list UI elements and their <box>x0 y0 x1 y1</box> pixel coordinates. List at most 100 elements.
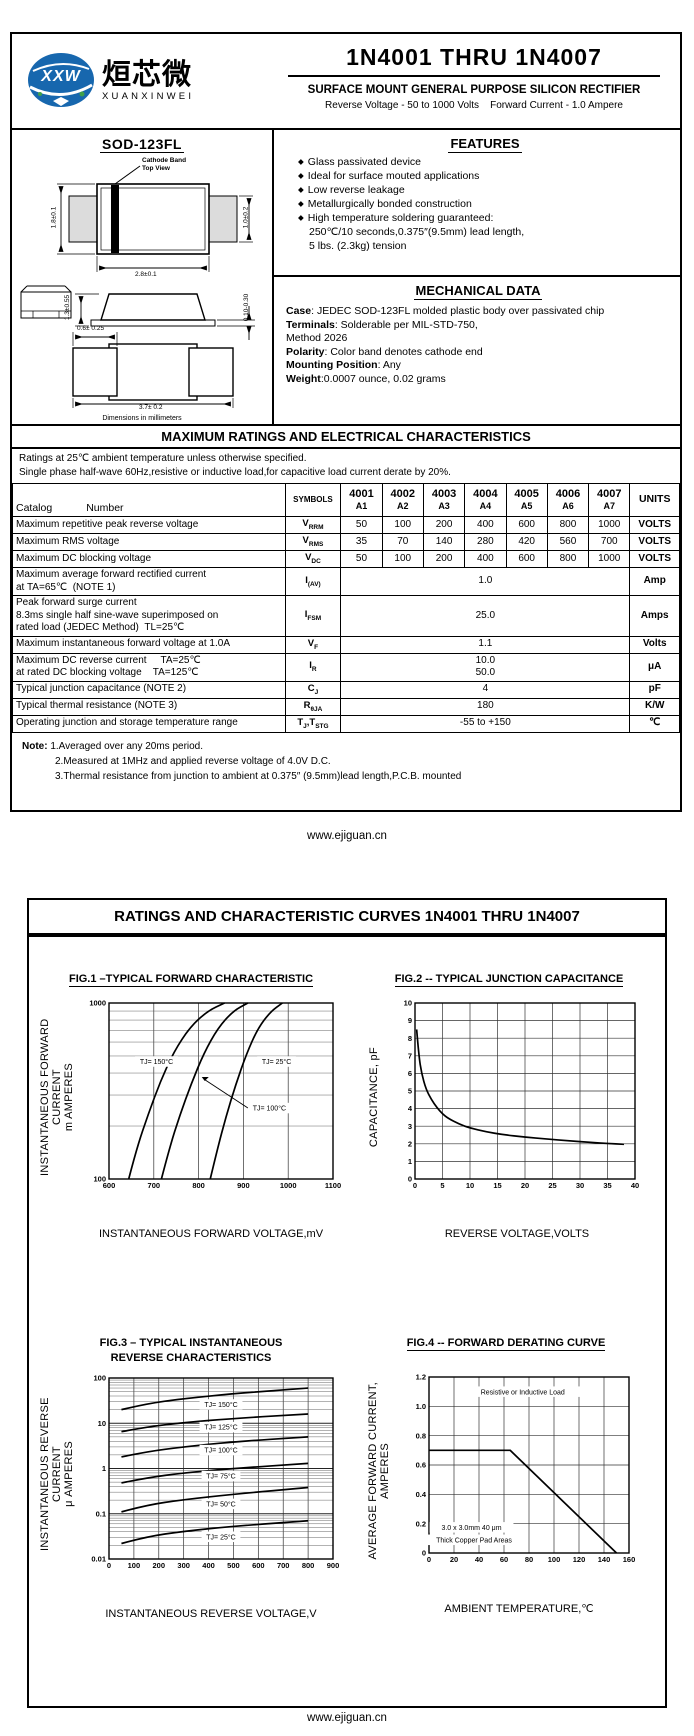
row-symbol: VF <box>284 635 342 654</box>
svg-text:0: 0 <box>413 1181 417 1190</box>
row-symbol: RθJA <box>284 697 342 716</box>
package-outline-section: SOD-123FL <box>12 130 274 424</box>
svg-text:10: 10 <box>404 998 412 1007</box>
svg-text:20: 20 <box>521 1181 529 1190</box>
datasheet-page-1: XXW 烜芯微 XUANXINWEI 1N4001 THRU 1N4007 SU… <box>10 32 682 812</box>
mechanical-line: Case: JEDEC SOD-123FL molded plastic bod… <box>286 304 605 317</box>
svg-text:100: 100 <box>93 1373 106 1382</box>
ratings-table: Catalog Number SYMBOLS 4001 A1 4002 A2 4003 A3 40… <box>12 483 680 733</box>
svg-text:Thick Copper Pad Areas: Thick Copper Pad Areas <box>436 1537 512 1544</box>
svg-text:0: 0 <box>408 1174 412 1183</box>
note-line: 3.Thermal resistance from junction to am… <box>55 770 462 782</box>
svg-text:900: 900 <box>327 1561 340 1570</box>
chart-canvas: 0 5 10 15 20 25 30 35 40 0 1 2 3 4 5 6 7 8 9 10 <box>404 998 640 1190</box>
svg-text:9: 9 <box>408 1016 412 1025</box>
feature-continuation: 250℃/10 seconds,0.375″(9.5mm) lead lengt… <box>309 225 525 238</box>
svg-text:TJ= 150°C: TJ= 150°C <box>140 1058 173 1066</box>
cell-value-span: 180 <box>340 697 631 716</box>
package-drawing-canvas <box>20 165 255 408</box>
figure-1-plot: 600 700 800 900 1000 1100 100 1000 TJ= 150°C TJ= … <box>79 997 343 1202</box>
cell-value: 600 <box>505 550 548 569</box>
svg-text:0.01: 0.01 <box>91 1554 106 1563</box>
cell-unit: pF <box>629 680 680 699</box>
bullet-icon: ◆ <box>298 170 304 180</box>
device-header: 4005 A5 <box>505 483 548 517</box>
cell-unit: VOLTS <box>629 550 680 569</box>
dim-body-height: 1.8±0.1 <box>50 206 58 229</box>
cell-value-span: 4 <box>340 680 631 699</box>
svg-text:6: 6 <box>408 1069 412 1078</box>
table-row: Typical junction capacitance (NOTE 2) CJ 4… <box>12 680 680 699</box>
cell-value: 200 <box>422 550 466 569</box>
cell-value-span: 1.1 <box>340 635 631 654</box>
svg-text:7: 7 <box>408 1051 412 1060</box>
svg-text:40: 40 <box>475 1555 483 1564</box>
row-symbol: IFSM <box>284 595 342 637</box>
dim-band-width: 1.0±0.2 <box>242 206 250 229</box>
table-row: Maximum DC reverse current TA=25℃ at rate… <box>12 652 680 682</box>
svg-text:Resistive or Inductive Load: Resistive or Inductive Load <box>481 1389 565 1396</box>
svg-text:3: 3 <box>408 1122 412 1131</box>
ratings-section-title: MAXIMUM RATINGS AND ELECTRICAL CHARACTER… <box>12 426 680 449</box>
figure-4-y-axis-title: AVERAGE FORWARD CURRENT, AMPERES <box>367 1382 391 1560</box>
cell-value: 400 <box>464 515 507 535</box>
cell-value: 1000 <box>588 515 631 535</box>
series-TJ=100C <box>160 1002 249 1180</box>
svg-text:40: 40 <box>631 1181 639 1190</box>
catalog-header: Catalog Number <box>12 483 286 517</box>
device-header: 4004 A4 <box>464 483 507 517</box>
svg-text:100: 100 <box>93 1174 106 1183</box>
svg-text:100: 100 <box>548 1555 561 1564</box>
features-section: FEATURES ◆ Glass passivated device ◆ Ideal … <box>274 130 680 277</box>
logo-chinese-name: 烜芯微 <box>102 58 193 91</box>
figure-2-x-axis-title: REVERSE VOLTAGE,VOLTS <box>444 1227 590 1240</box>
svg-text:TJ= 100°C: TJ= 100°C <box>204 1446 237 1454</box>
svg-text:TJ= 50°C: TJ= 50°C <box>206 1500 235 1508</box>
svg-text:1: 1 <box>408 1157 412 1166</box>
svg-text:60: 60 <box>500 1555 508 1564</box>
features-title: FEATURES <box>448 136 522 153</box>
svg-text:15: 15 <box>493 1181 501 1190</box>
cell-value-span: -55 to +150 <box>340 714 631 733</box>
svg-text:1100: 1100 <box>325 1181 341 1190</box>
dim-pad-span: 3.7± 0.2 <box>139 404 163 411</box>
svg-text:0: 0 <box>107 1561 111 1570</box>
svg-text:TJ= 25°C: TJ= 25°C <box>206 1533 235 1541</box>
svg-text:25: 25 <box>548 1181 556 1190</box>
table-row: Maximum RMS voltage VRMS 35 70 140 280 420 560 7… <box>12 533 680 552</box>
svg-text:800: 800 <box>302 1561 315 1570</box>
bullet-icon: ◆ <box>298 198 304 208</box>
ratings-summary: Reverse Voltage - 50 to 1000 Volts Forwa… <box>325 100 623 111</box>
cell-value: 700 <box>588 533 631 552</box>
svg-text:0.8: 0.8 <box>416 1431 426 1440</box>
logo-globe-icon: XXW <box>26 51 96 111</box>
figure-4-forward-derating: FIG.4 -- FORWARD DERATING CURVE AVERAGE … <box>359 1336 653 1615</box>
mechanical-line: Terminals: Solderable per MIL-STD-750, <box>286 318 478 331</box>
dim-side-height: 1.3±0.55 <box>64 294 72 321</box>
package-drawing: Cathode Band Top View 1.8±0.1 1.0±0.2 2.… <box>13 154 271 411</box>
row-label: Peak forward surge current 8.3ms single h… <box>12 595 286 637</box>
cell-value: 50 <box>340 515 383 535</box>
svg-text:1: 1 <box>102 1464 106 1473</box>
table-row: Maximum average forward rectified curren… <box>12 567 680 597</box>
svg-text:10: 10 <box>466 1181 474 1190</box>
feature-text: Low reverse leakage <box>307 183 405 196</box>
svg-text:30: 30 <box>576 1181 584 1190</box>
figure-2-y-axis-title: CAPACITANCE, pF <box>368 1046 380 1147</box>
cell-unit: μA <box>629 652 680 682</box>
svg-text:3.0 x 3.0mm 40 μm: 3.0 x 3.0mm 40 μm <box>441 1525 501 1532</box>
cell-value: 70 <box>381 533 424 552</box>
figure-4-x-axis-title: AMBIENT TEMPERATURE,℃ <box>444 1602 594 1615</box>
row-label: Maximum repetitive peak reverse voltage <box>12 515 286 535</box>
ratings-conditions: Ratings at 25℃ ambient temperature unles… <box>12 449 680 483</box>
svg-text:160: 160 <box>623 1555 636 1564</box>
table-row: Operating junction and storage temperatu… <box>12 714 680 733</box>
series-TJ=25C <box>121 1519 309 1545</box>
bullet-icon: ◆ <box>298 212 304 222</box>
cell-value: 800 <box>546 515 590 535</box>
website-link[interactable]: www.ejiguan.cn <box>307 1712 387 1724</box>
website-link[interactable]: www.ejiguan.cn <box>307 830 387 842</box>
cell-value-span: 10.0 50.0 <box>340 652 631 682</box>
device-header: 4002 A2 <box>381 483 424 517</box>
row-symbol: TJ,TSTG <box>284 714 342 733</box>
